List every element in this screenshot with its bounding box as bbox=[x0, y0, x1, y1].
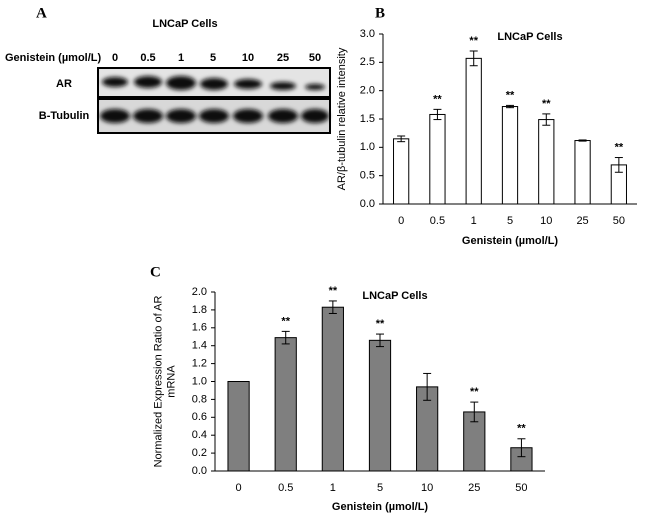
chart-title: LNCaP Cells bbox=[362, 290, 427, 302]
significance-label: ** bbox=[376, 318, 385, 330]
significance-label: ** bbox=[329, 285, 338, 297]
bar bbox=[538, 119, 555, 205]
bar bbox=[274, 337, 297, 472]
bar bbox=[321, 306, 344, 472]
blot-title: LNCaP Cells bbox=[152, 18, 217, 30]
x-tick-label: 10 bbox=[540, 215, 552, 227]
y-tick-label: 2.5 bbox=[360, 56, 375, 68]
significance-label: ** bbox=[506, 89, 515, 101]
x-tick-label: 5 bbox=[507, 215, 513, 227]
error-bar bbox=[542, 113, 551, 126]
significance-label: ** bbox=[470, 386, 479, 398]
x-tick-label: 25 bbox=[576, 215, 588, 227]
y-tick-label: 0.6 bbox=[192, 411, 207, 423]
y-tick-label: 2.0 bbox=[192, 286, 207, 298]
y-tick-label: 3.0 bbox=[360, 28, 375, 40]
error-bar bbox=[517, 438, 526, 458]
error-bar bbox=[281, 330, 290, 345]
panel-label: C bbox=[150, 264, 161, 280]
bar bbox=[368, 339, 392, 472]
x-tick-label: 0.5 bbox=[278, 482, 293, 494]
x-tick-label: 0 bbox=[236, 482, 242, 494]
bar bbox=[501, 106, 519, 205]
lane-label: 5 bbox=[210, 52, 216, 64]
chart-title: LNCaP Cells bbox=[497, 31, 562, 43]
lane-label: 25 bbox=[277, 52, 289, 64]
error-bar bbox=[423, 372, 432, 401]
lane-label: 50 bbox=[309, 52, 321, 64]
y-tick-label: 0.5 bbox=[360, 170, 375, 182]
bar bbox=[393, 138, 410, 205]
row-label: B-Tubulin bbox=[39, 110, 90, 122]
y-tick-label: 1.4 bbox=[192, 340, 207, 352]
panel-label: A bbox=[36, 5, 47, 21]
bar bbox=[574, 140, 591, 205]
lane-label: 10 bbox=[242, 52, 254, 64]
y-tick-label: 1.0 bbox=[360, 141, 375, 153]
y-axis-title: mRNA bbox=[165, 365, 177, 398]
blot-bands bbox=[100, 76, 329, 123]
lane-label: 1 bbox=[178, 52, 184, 64]
bar bbox=[429, 113, 446, 205]
significance-label: ** bbox=[542, 98, 551, 110]
y-tick-label: 2.0 bbox=[360, 85, 375, 97]
significance-label: ** bbox=[517, 423, 526, 435]
significance-label: ** bbox=[469, 35, 478, 47]
error-bar bbox=[376, 333, 384, 348]
y-tick-label: 0.8 bbox=[192, 393, 207, 405]
bar bbox=[227, 381, 250, 472]
error-bar bbox=[470, 401, 479, 423]
y-axis-title: Normalized Expression Ratio of AR bbox=[152, 296, 164, 468]
error-bar bbox=[328, 300, 337, 314]
bar bbox=[465, 57, 482, 205]
error-bar bbox=[578, 139, 587, 142]
x-tick-label: 50 bbox=[515, 482, 527, 494]
significance-label: ** bbox=[433, 93, 442, 105]
y-tick-label: 1.8 bbox=[192, 304, 207, 316]
x-tick-label: 0 bbox=[398, 215, 404, 227]
row-label: AR bbox=[56, 78, 72, 90]
y-tick-label: 1.6 bbox=[192, 322, 207, 334]
y-tick-label: 0.0 bbox=[192, 465, 207, 477]
x-tick-label: 50 bbox=[613, 215, 625, 227]
panel-label: B bbox=[375, 5, 385, 21]
y-tick-label: 0.0 bbox=[360, 198, 375, 210]
lane-label: 0.5 bbox=[140, 52, 155, 64]
lane-label: 0 bbox=[112, 52, 118, 64]
significance-label: ** bbox=[615, 141, 624, 153]
error-bar bbox=[469, 50, 478, 67]
x-axis-title: Genistein (µmol/L) bbox=[332, 501, 429, 513]
y-tick-label: 0.4 bbox=[192, 429, 207, 441]
error-bar bbox=[506, 104, 514, 109]
treatment-label: Genistein (µmol/L) bbox=[5, 52, 102, 64]
x-tick-label: 0.5 bbox=[430, 215, 445, 227]
x-tick-label: 25 bbox=[468, 482, 480, 494]
x-tick-label: 5 bbox=[377, 482, 383, 494]
error-bar bbox=[614, 157, 623, 173]
x-tick-label: 1 bbox=[471, 215, 477, 227]
blot-image bbox=[97, 67, 331, 134]
y-tick-label: 0.2 bbox=[192, 447, 207, 459]
error-bar bbox=[433, 108, 442, 121]
y-tick-label: 1.2 bbox=[192, 358, 207, 370]
y-axis-title: AR/β-tubulin relative intensity bbox=[336, 47, 348, 190]
x-tick-label: 10 bbox=[421, 482, 433, 494]
y-tick-label: 1.5 bbox=[360, 113, 375, 125]
significance-label: ** bbox=[281, 315, 290, 327]
y-tick-label: 1.0 bbox=[192, 375, 207, 387]
x-tick-label: 1 bbox=[330, 482, 336, 494]
error-bar bbox=[397, 135, 406, 143]
x-axis-title: Genistein (µmol/L) bbox=[462, 235, 559, 247]
